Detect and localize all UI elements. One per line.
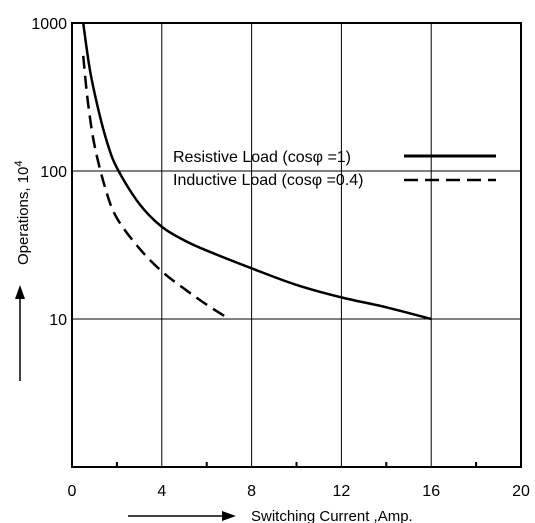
x-axis-title: Switching Current ,Amp.: [128, 508, 413, 523]
y-tick-labels: 10 100 1000: [31, 16, 67, 329]
legend: Resistive Load (cosφ =1) Inductive Load …: [173, 149, 496, 189]
y-axis-label-exponent: 4: [13, 160, 25, 166]
y-tick-label: 1000: [31, 16, 67, 33]
y-axis-label: Operations, 104: [13, 160, 32, 265]
x-axis-arrowhead: [222, 511, 236, 521]
x-tick-label: 4: [157, 483, 166, 500]
grid: [72, 23, 521, 467]
y-tick-label: 10: [49, 312, 67, 329]
y-axis-arrowhead: [15, 285, 25, 299]
series-line-inductive: [81, 55, 230, 321]
x-tick-label: 0: [68, 483, 77, 500]
x-tick-label: 20: [512, 483, 530, 500]
x-tick-label: 8: [247, 483, 256, 500]
x-tick-label: 12: [333, 483, 351, 500]
legend-label-resistive: Resistive Load (cosφ =1): [173, 149, 351, 166]
y-axis-title: Operations, 104: [13, 160, 32, 381]
plot-frame: [71, 22, 522, 468]
y-tick-label: 100: [40, 164, 67, 181]
series-line-resistive: [81, 22, 432, 321]
series-lines: [81, 22, 432, 321]
x-axis-label: Switching Current ,Amp.: [251, 508, 413, 523]
x-tick-labels: 0 4 8 12 16 20: [68, 483, 530, 500]
legend-label-inductive: Inductive Load (cosφ =0.4): [173, 172, 363, 189]
y-axis-label-text: Operations, 10: [15, 167, 32, 265]
x-tick-label: 16: [422, 483, 440, 500]
